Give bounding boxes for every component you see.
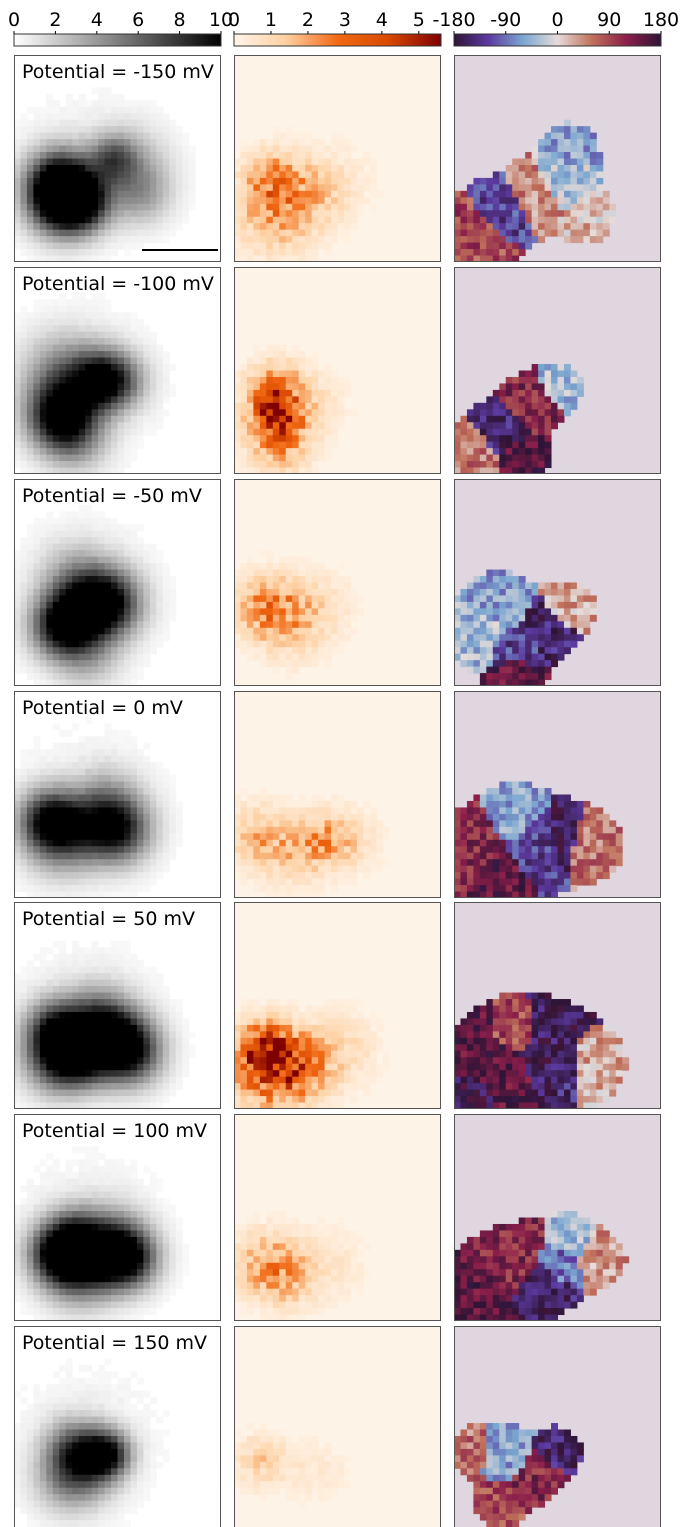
row-labels: Potential = -150 mV Potential = -100 mV Po… [22,61,218,1354]
panel-magnitude-row-1 [14,55,221,262]
panel-frame [14,691,221,898]
heatmap-cells [234,999,390,1109]
colorbar-tick-label: 0 [551,9,563,31]
heatmap-cells [234,126,384,262]
panel-frame [14,1114,221,1321]
panel-magnitude-row-6 [14,1114,221,1321]
panel-magnitude-row-2 [14,267,221,474]
row-label: Potential = -50 mV [22,485,202,507]
heatmap-cells [454,992,630,1109]
colorbar-gradient [233,33,442,47]
heatmap-cells [14,1358,170,1527]
heatmap-cells [454,364,584,474]
panel-difference-row-3 [234,479,441,686]
colorbar-tick-label: 5 [413,9,425,31]
panel-difference-row-2 [234,267,441,474]
panel-difference-row-5 [234,902,441,1109]
colorbars: 0 2 4 6 8 100 1 2 3 4 5 -180 -90 0 90 180 [8,9,679,47]
row-label: Potential = 0 mV [22,697,183,719]
colorbar-phase: -180 -90 0 90 180 [432,9,679,47]
panel-frame [234,691,441,898]
panel-frame [454,55,661,262]
colorbar-tick-label: 8 [174,9,186,31]
panel-frame [14,479,221,686]
colorbar-magnitude: 0 2 4 6 8 10 [8,9,233,47]
panel-frame [454,1326,661,1527]
panel-magnitude-row-7 [14,1326,221,1527]
heatmap-cells [234,550,364,681]
colorbar-tick-label: 1 [265,9,277,31]
panel-magnitude-row-5 [14,902,221,1109]
heatmap-cells [14,504,177,686]
panel-phase-row-4 [454,691,661,898]
colorbar-difference: 0 1 2 3 4 5 [228,9,442,47]
colorbar-tick-label: 6 [132,9,144,31]
row-label: Potential = -100 mV [22,273,214,295]
colorbar-gradient [13,33,222,47]
panel-difference-row-1 [234,55,441,262]
heatmap-cells [454,781,623,898]
panel-frame [454,691,661,898]
panel-phase-row-5 [454,902,661,1109]
colorbar-tick-label: 10 [209,9,233,31]
panel-phase-row-1 [454,55,661,262]
panel-frame [234,55,441,262]
panel-frame [14,1326,221,1527]
heatmap-cells [454,569,597,686]
colorbar-tick-label: 0 [8,9,20,31]
heatmap-cells [14,87,196,262]
colorbar-tick-label: 180 [643,9,679,31]
colorbar-tick-label: 2 [302,9,314,31]
panel-frame [234,1326,441,1527]
panel-frame [234,902,441,1109]
heatmap-cells [14,716,183,898]
panel-magnitude-row-3 [14,479,221,686]
panel-frame [234,267,441,474]
colorbar-gradient [453,33,662,47]
panel-frame [454,267,661,474]
panel-frame [454,1114,661,1321]
panel-frame [14,55,221,262]
panel-difference-row-7 [234,1326,441,1527]
heatmap-cells [234,788,390,898]
panel-frame [14,902,221,1109]
panel-frame [454,479,661,686]
row-label: Potential = 100 mV [22,1120,207,1142]
panel-phase-row-7 [454,1326,661,1527]
row-label: Potential = -150 mV [22,61,214,83]
heatmap-cells [14,292,177,474]
row-label: Potential = 50 mV [22,908,195,930]
panel-frame [234,479,441,686]
colorbar-tick-label: 3 [339,9,351,31]
panel-grid [14,55,661,1527]
colorbar-tick-label: 4 [91,9,103,31]
panel-frame [454,902,661,1109]
row-label: Potential = 150 mV [22,1332,207,1354]
panel-difference-row-6 [234,1114,441,1321]
colorbar-tick-label: -180 [432,9,475,31]
panel-phase-row-2 [454,267,661,474]
heatmap-cells [14,940,196,1109]
heatmap-cells [454,1423,584,1527]
heatmap-cells [234,1211,371,1321]
heatmap-cells [234,344,358,474]
colorbar-tick-label: 4 [376,9,388,31]
panel-frame [234,1114,441,1321]
colorbar-tick-label: 90 [597,9,621,31]
heatmap-cells [454,119,617,262]
panel-phase-row-6 [454,1114,661,1321]
colorbar-tick-label: -90 [490,9,521,31]
panel-magnitude-row-4 [14,691,221,898]
heatmap-cells [234,1423,351,1508]
heatmap-cells [14,1146,190,1321]
panel-frame [14,267,221,474]
heatmap-cells [454,1211,630,1321]
colorbar-tick-label: 2 [49,9,61,31]
panel-difference-row-4 [234,691,441,898]
colorbar-tick-label: 0 [228,9,240,31]
panel-phase-row-3 [454,479,661,686]
